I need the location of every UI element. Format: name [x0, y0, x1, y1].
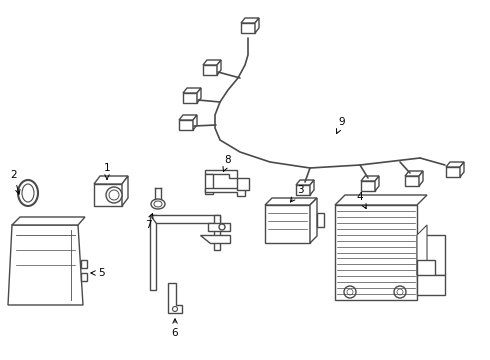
Polygon shape [179, 115, 197, 120]
Bar [81, 273, 87, 281]
Bar [417, 235, 445, 275]
Bar [405, 176, 419, 186]
Polygon shape [200, 235, 230, 243]
Polygon shape [12, 217, 85, 225]
Polygon shape [310, 180, 314, 195]
Text: 5: 5 [91, 268, 104, 278]
Circle shape [219, 224, 225, 230]
Polygon shape [94, 184, 122, 206]
Polygon shape [237, 178, 249, 190]
Ellipse shape [22, 184, 34, 202]
Polygon shape [150, 215, 220, 223]
Polygon shape [296, 180, 314, 185]
Text: 2: 2 [11, 170, 20, 194]
Bar [417, 275, 445, 295]
Bar [317, 213, 324, 227]
Polygon shape [205, 170, 237, 178]
Circle shape [394, 286, 406, 298]
Polygon shape [208, 223, 230, 231]
Polygon shape [205, 174, 213, 194]
Polygon shape [265, 198, 317, 205]
Text: 8: 8 [223, 155, 231, 171]
Bar [265, 205, 310, 243]
Polygon shape [183, 88, 201, 93]
Text: 9: 9 [337, 117, 345, 134]
Bar [183, 93, 197, 103]
Circle shape [172, 306, 177, 311]
Bar [203, 65, 217, 75]
Polygon shape [8, 225, 83, 305]
Bar [179, 120, 193, 130]
Polygon shape [150, 215, 156, 290]
Bar [446, 167, 460, 177]
Bar [241, 23, 255, 33]
Bar [335, 205, 417, 300]
Text: 3: 3 [291, 185, 303, 202]
Ellipse shape [106, 187, 122, 203]
Text: 6: 6 [172, 319, 178, 338]
Ellipse shape [109, 190, 119, 200]
Polygon shape [460, 162, 464, 177]
Polygon shape [446, 162, 464, 167]
Polygon shape [361, 176, 379, 181]
Text: 4: 4 [357, 192, 366, 208]
Polygon shape [122, 176, 128, 206]
Polygon shape [205, 188, 245, 196]
Ellipse shape [154, 201, 162, 207]
Text: 1: 1 [104, 163, 110, 179]
Polygon shape [168, 283, 182, 313]
Polygon shape [310, 198, 317, 243]
Polygon shape [203, 60, 221, 65]
Bar [296, 185, 310, 195]
Polygon shape [217, 60, 221, 75]
Polygon shape [241, 18, 259, 23]
Polygon shape [375, 176, 379, 191]
Circle shape [347, 289, 353, 295]
Bar [361, 181, 375, 191]
Circle shape [344, 286, 356, 298]
Circle shape [397, 289, 403, 295]
Polygon shape [193, 115, 197, 130]
Polygon shape [417, 225, 427, 275]
Polygon shape [419, 171, 423, 186]
Ellipse shape [151, 199, 165, 209]
Polygon shape [335, 195, 427, 205]
Polygon shape [214, 215, 220, 250]
Bar [417, 260, 435, 278]
Polygon shape [255, 18, 259, 33]
Bar [81, 260, 87, 268]
Polygon shape [197, 88, 201, 103]
Text: 7: 7 [145, 213, 153, 230]
Polygon shape [405, 171, 423, 176]
Polygon shape [94, 176, 128, 184]
